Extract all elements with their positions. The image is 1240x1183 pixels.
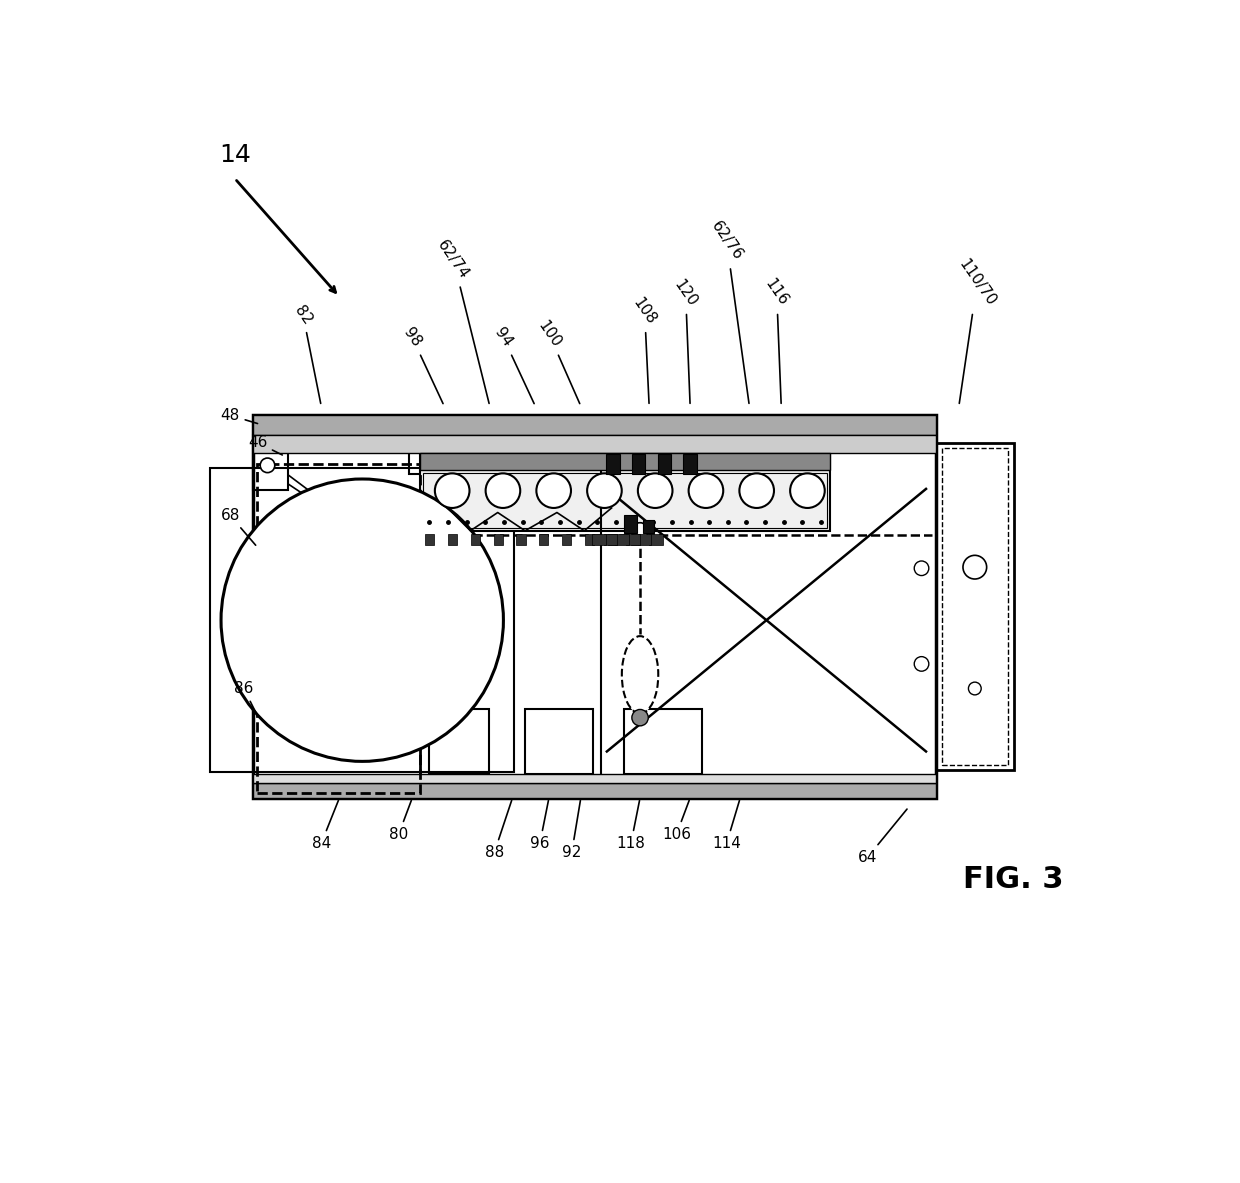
Bar xyxy=(429,709,489,774)
Text: 110/70: 110/70 xyxy=(956,257,998,403)
Text: 14: 14 xyxy=(218,143,250,167)
Bar xyxy=(626,534,640,544)
Bar xyxy=(650,534,663,544)
Text: 116: 116 xyxy=(763,277,791,403)
Text: 84: 84 xyxy=(311,801,339,851)
Bar xyxy=(253,783,936,797)
Bar xyxy=(420,453,831,531)
Text: 98: 98 xyxy=(401,325,443,403)
Bar xyxy=(253,415,936,435)
Bar xyxy=(516,534,526,544)
Text: 106: 106 xyxy=(662,801,691,842)
Bar xyxy=(471,534,480,544)
Circle shape xyxy=(637,473,672,508)
Bar xyxy=(253,435,288,490)
Bar xyxy=(253,541,264,592)
Text: 88: 88 xyxy=(485,801,512,860)
Bar xyxy=(539,534,548,544)
Text: 120: 120 xyxy=(671,277,701,403)
Bar xyxy=(253,415,936,797)
Circle shape xyxy=(221,479,503,762)
Text: 114: 114 xyxy=(712,801,742,851)
Bar xyxy=(657,454,671,474)
Text: 62/74: 62/74 xyxy=(435,237,489,403)
Circle shape xyxy=(537,473,570,508)
Text: 62/76: 62/76 xyxy=(708,219,749,403)
Bar xyxy=(409,437,432,474)
Bar xyxy=(494,534,502,544)
Text: 92: 92 xyxy=(562,801,582,860)
Bar xyxy=(423,473,827,528)
Bar xyxy=(615,534,629,544)
Bar xyxy=(253,435,936,453)
Circle shape xyxy=(260,458,275,473)
Bar xyxy=(253,774,936,783)
Text: 86: 86 xyxy=(234,681,257,713)
Bar xyxy=(593,534,606,544)
Circle shape xyxy=(963,555,987,578)
Circle shape xyxy=(435,473,470,508)
Bar xyxy=(210,468,515,772)
Text: 100: 100 xyxy=(534,318,580,403)
Bar xyxy=(631,534,640,544)
Bar xyxy=(258,464,420,794)
Bar xyxy=(608,534,618,544)
Text: 118: 118 xyxy=(616,801,645,851)
Text: 64: 64 xyxy=(858,809,906,865)
Circle shape xyxy=(914,657,929,671)
Text: 82: 82 xyxy=(291,303,321,403)
Circle shape xyxy=(587,473,621,508)
Bar xyxy=(525,709,594,774)
Bar xyxy=(631,454,645,474)
Text: 80: 80 xyxy=(389,801,412,842)
Circle shape xyxy=(688,473,723,508)
Bar xyxy=(642,521,653,532)
Bar xyxy=(585,534,594,544)
Bar xyxy=(624,515,637,532)
Circle shape xyxy=(632,523,649,539)
Bar xyxy=(624,709,702,774)
Bar xyxy=(637,534,651,544)
Circle shape xyxy=(790,473,825,508)
Circle shape xyxy=(739,473,774,508)
Circle shape xyxy=(486,473,521,508)
Bar xyxy=(420,453,831,470)
Bar xyxy=(604,534,618,544)
Text: 68: 68 xyxy=(221,508,255,545)
Circle shape xyxy=(632,710,649,726)
Circle shape xyxy=(968,683,981,694)
Text: 96: 96 xyxy=(531,801,549,851)
Text: 48: 48 xyxy=(221,408,258,424)
Bar xyxy=(425,534,434,544)
Ellipse shape xyxy=(621,636,658,713)
Text: 94: 94 xyxy=(492,325,534,403)
Text: FIG. 3: FIG. 3 xyxy=(963,865,1064,894)
Circle shape xyxy=(914,561,929,576)
Bar xyxy=(562,534,572,544)
Bar xyxy=(941,448,1008,765)
Bar xyxy=(606,454,620,474)
Bar xyxy=(448,534,456,544)
Text: 108: 108 xyxy=(630,295,658,403)
Bar xyxy=(936,442,1013,770)
Text: 46: 46 xyxy=(248,435,283,455)
Bar xyxy=(683,454,697,474)
